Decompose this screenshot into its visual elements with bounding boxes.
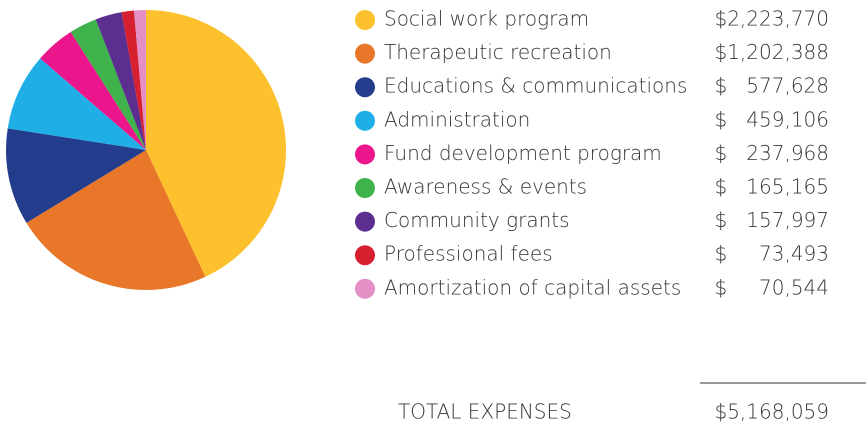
value-label: $ 73,493 xyxy=(715,242,830,266)
legend-label: Therapeutic recreation xyxy=(384,40,612,64)
value-label: $ 70,544 xyxy=(715,275,830,299)
value-label: $2,223,770 xyxy=(714,7,829,31)
value-label: $ 459,106 xyxy=(714,107,829,131)
value-label: $ 165,165 xyxy=(714,175,829,199)
legend-label: Amortization of capital assets xyxy=(384,275,681,299)
legend-swatch xyxy=(355,110,375,131)
pie-slice xyxy=(134,10,146,150)
pie-slice xyxy=(5,128,146,223)
legend-swatch xyxy=(355,144,375,165)
pie-slice xyxy=(40,31,146,151)
legend-label: Administration xyxy=(384,107,530,131)
value-label: $1,202,388 xyxy=(714,40,829,64)
legend-label: Social work program xyxy=(384,7,589,31)
legend-label: Professional fees xyxy=(384,242,553,266)
legend-swatch xyxy=(355,245,375,266)
pie-slice xyxy=(95,12,146,151)
legend-swatch xyxy=(355,278,375,299)
pie-slice xyxy=(7,58,147,150)
total-value: $5,168,059 xyxy=(714,400,829,424)
value-label: $ 157,997 xyxy=(714,208,829,232)
legend-label: Awareness & events xyxy=(384,175,587,199)
legend-label: Community grants xyxy=(384,208,570,232)
legend-swatch xyxy=(355,43,375,64)
value-label: $ 577,628 xyxy=(714,74,829,98)
legend-swatch xyxy=(355,178,375,198)
pie-slice xyxy=(70,19,146,151)
value-label: $ 237,968 xyxy=(714,141,829,165)
legend-swatch xyxy=(355,77,375,98)
legend-swatch xyxy=(355,211,375,232)
pie-slice xyxy=(146,10,286,277)
legend-swatch xyxy=(355,10,375,30)
legend-label: Fund development program xyxy=(384,141,662,165)
pie-slice xyxy=(121,10,146,150)
pie-slice xyxy=(26,150,206,290)
total-label: TOTAL EXPENSES xyxy=(398,400,572,424)
legend-label: Educations & communications xyxy=(384,74,687,98)
